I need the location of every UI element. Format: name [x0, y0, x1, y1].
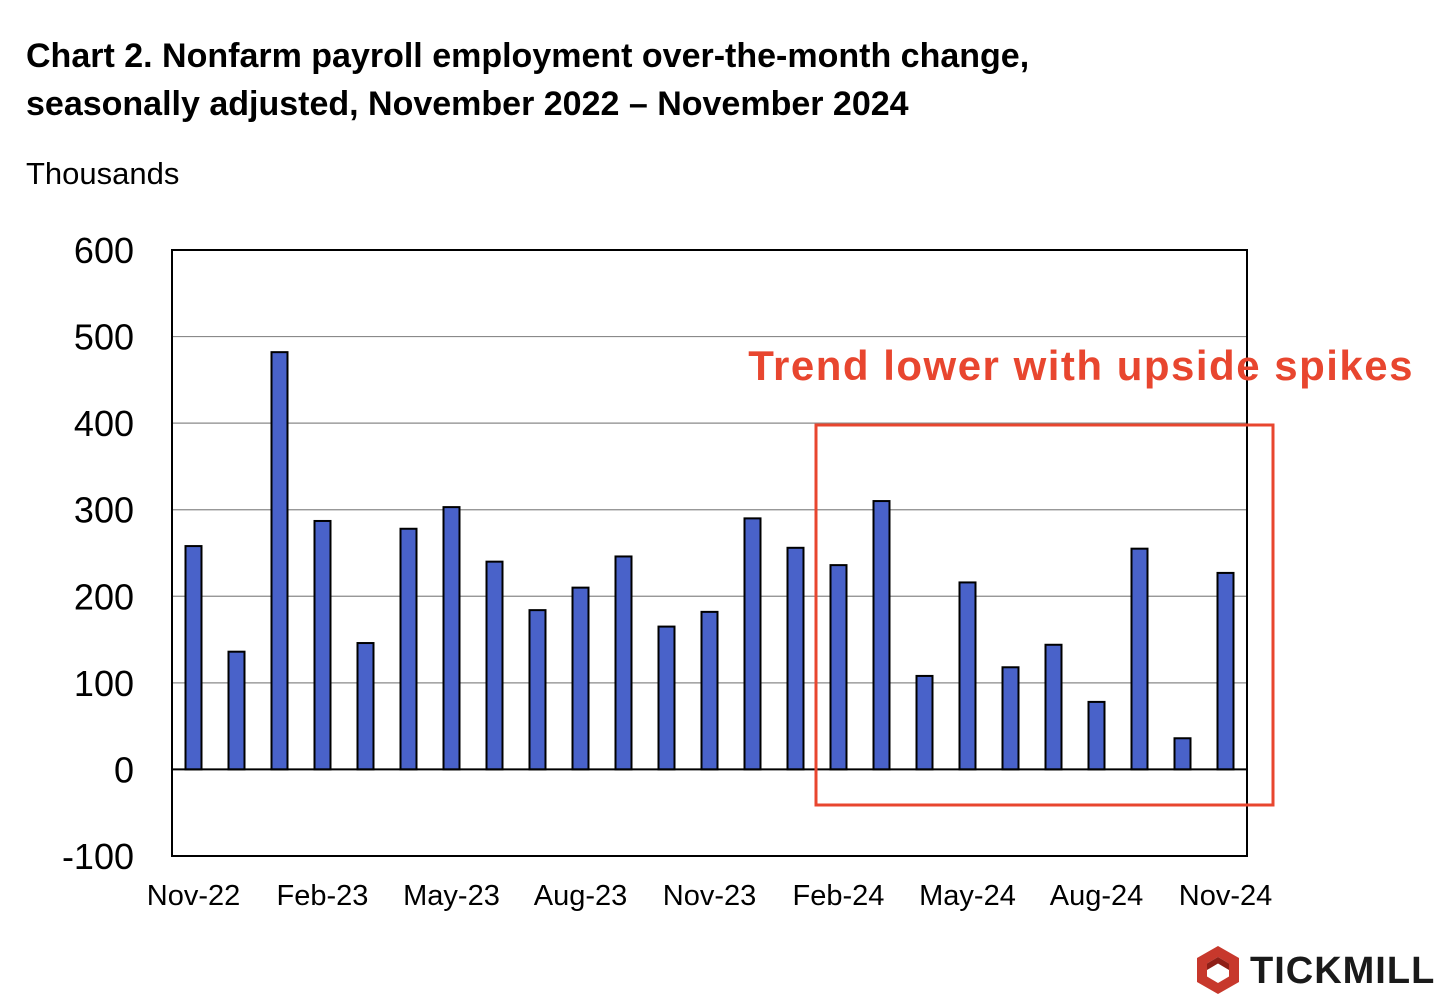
- tickmill-logo: TICKMILL: [1192, 944, 1442, 996]
- bar-jul-23: [528, 609, 547, 771]
- bar-nov-24: [1216, 571, 1235, 771]
- bar-may-23: [442, 506, 461, 771]
- bar-dec-23: [743, 517, 762, 771]
- bar-mar-24: [872, 500, 891, 771]
- bar-aug-23: [571, 586, 590, 771]
- highlight-box: [814, 423, 1275, 807]
- bar-oct-23: [657, 625, 676, 771]
- y-axis-label: Thousands: [26, 156, 180, 191]
- y-tick-label: 300: [74, 490, 134, 531]
- bar-oct-24: [1173, 737, 1192, 771]
- x-tick-labels: Nov-22 Feb-23 May-23 Aug-23 Nov-23 Feb-24 May-…: [147, 880, 1273, 912]
- plot-frame: [171, 249, 1248, 857]
- x-tick-label: Aug-23: [534, 880, 628, 912]
- chart-title-line-1: Chart 2. Nonfarm payroll employment over…: [26, 37, 1030, 75]
- annotation-text: Trend lower with upside spikes: [748, 342, 1414, 389]
- x-tick-label: Feb-23: [277, 880, 369, 912]
- bar-nov-23: [700, 610, 719, 771]
- y-tick-label: 100: [74, 663, 134, 704]
- bar-jan-23: [270, 351, 289, 771]
- bar-apr-23: [399, 527, 418, 771]
- y-tick-label: 500: [74, 317, 134, 358]
- bar-sep-24: [1130, 547, 1149, 771]
- chart-title-line-2: seasonally adjusted, November 2022 – Nov…: [26, 85, 909, 123]
- bar-jul-24: [1044, 643, 1063, 771]
- y-tick-label: -100: [62, 836, 134, 877]
- bar-apr-24: [915, 674, 934, 771]
- x-tick-label: Nov-24: [1179, 880, 1273, 912]
- bar-sep-23: [614, 555, 633, 771]
- bar-jun-24: [1001, 666, 1020, 771]
- bar-feb-23: [313, 519, 332, 771]
- x-tick-label: May-23: [403, 880, 500, 912]
- bar-nov-22: [184, 545, 203, 771]
- x-tick-label: Nov-22: [147, 880, 241, 912]
- bar-aug-24: [1087, 700, 1106, 771]
- chart-title: Chart 2. Nonfarm payroll employment over…: [26, 32, 1326, 128]
- tickmill-hexagon-logo-icon: [1197, 946, 1239, 994]
- x-tick-label: Aug-24: [1050, 880, 1144, 912]
- bars: [184, 351, 1235, 771]
- bar-jan-24: [786, 546, 805, 771]
- x-tick-label: Feb-24: [793, 880, 885, 912]
- y-tick-labels: -100 0 100 200 300 400 500 600: [62, 230, 134, 877]
- x-tick-label: Nov-23: [663, 880, 757, 912]
- gridlines: [172, 335, 1247, 684]
- bar-mar-23: [356, 642, 375, 771]
- brand-name: TICKMILL: [1250, 950, 1436, 992]
- y-tick-label: 600: [74, 230, 134, 271]
- bar-jun-23: [485, 560, 504, 771]
- y-tick-label: 200: [74, 576, 134, 617]
- bar-dec-22: [227, 650, 246, 771]
- bar-feb-24: [829, 564, 848, 771]
- y-tick-label: 0: [114, 749, 134, 790]
- bar-may-24: [958, 581, 977, 771]
- x-tick-label: May-24: [919, 880, 1016, 912]
- y-tick-label: 400: [74, 403, 134, 444]
